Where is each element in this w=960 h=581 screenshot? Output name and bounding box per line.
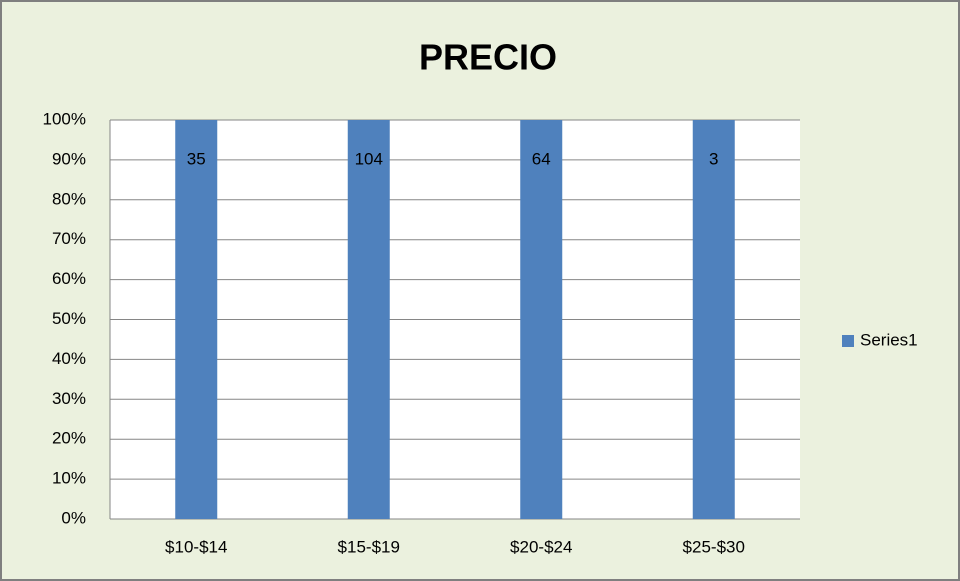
- y-tick-label: 50%: [52, 309, 86, 328]
- bar: [175, 120, 218, 519]
- bar: [692, 120, 735, 519]
- y-tick-label: 40%: [52, 349, 86, 368]
- y-tick-label: 100%: [43, 109, 86, 128]
- y-tick-label: 0%: [61, 508, 86, 527]
- y-tick-label: 70%: [52, 229, 86, 248]
- data-label: 104: [355, 149, 383, 168]
- bar: [520, 120, 563, 519]
- y-tick-label: 60%: [52, 269, 86, 288]
- y-tick-label: 80%: [52, 189, 86, 208]
- legend-swatch: [842, 335, 854, 347]
- x-tick-label: $25-$30: [683, 537, 745, 556]
- y-tick-label: 90%: [52, 149, 86, 168]
- legend-label: Series1: [860, 330, 918, 349]
- chart-title: PRECIO: [419, 37, 557, 78]
- x-tick-label: $10-$14: [165, 537, 227, 556]
- data-label: 64: [532, 149, 551, 168]
- data-label: 35: [187, 149, 206, 168]
- y-tick-label: 30%: [52, 389, 86, 408]
- y-tick-label: 10%: [52, 469, 86, 488]
- x-tick-label: $15-$19: [338, 537, 400, 556]
- x-tick-label: $20-$24: [510, 537, 572, 556]
- data-label: 3: [709, 149, 718, 168]
- bar: [347, 120, 390, 519]
- y-tick-label: 20%: [52, 429, 86, 448]
